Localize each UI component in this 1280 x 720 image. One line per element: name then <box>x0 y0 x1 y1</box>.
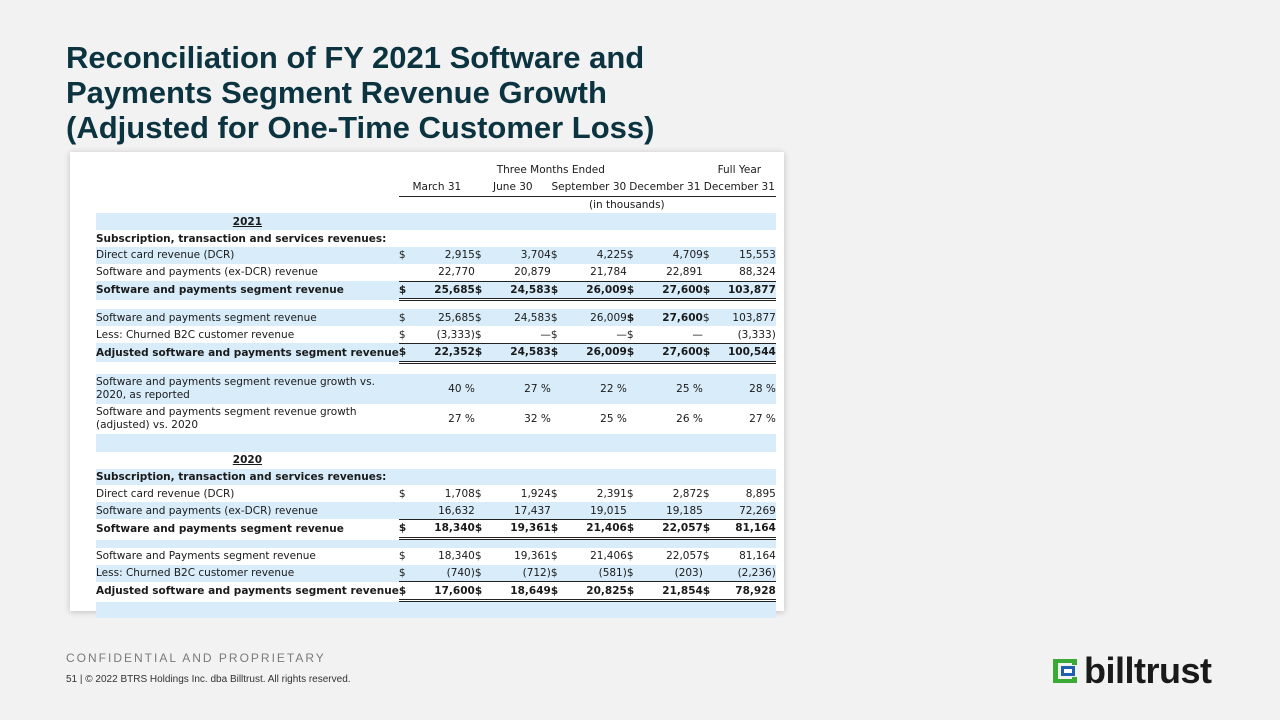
total-row: Adjusted software and payments segment r… <box>96 342 776 364</box>
subtitle-row: Subscription, transaction and services r… <box>96 468 776 486</box>
units-row: (in thousands) <box>96 196 776 213</box>
table-row: Software and payments segment revenue $2… <box>96 309 776 327</box>
col-header-september: September 30 <box>550 178 627 197</box>
billtrust-logo-icon <box>1053 659 1077 683</box>
table-row: Software and payments (ex-DCR) revenue 1… <box>96 502 776 520</box>
spacer-row <box>96 362 776 374</box>
spacer-row <box>96 300 776 310</box>
year-row-2021: 2021 <box>96 213 776 231</box>
table-row: Less: Churned B2C customer revenue $ (740… <box>96 564 776 583</box>
year-label: 2020 <box>232 454 263 467</box>
total-row: Adjusted software and payments segment r… <box>96 581 776 603</box>
growth-row-reported: Software and payments segment revenue gr… <box>96 373 776 404</box>
col-header-march: March 31 <box>398 178 475 197</box>
full-year-header: Full Year <box>717 164 762 177</box>
table-row: Software and payments (ex-DCR) revenue 2… <box>96 266 776 279</box>
col-header-june: June 30 <box>474 178 551 197</box>
header-row-2: March 31 June 30 September 30 December 3… <box>96 178 776 197</box>
reconciliation-table: Three Months Ended Full Year March 31 Ju… <box>96 162 776 619</box>
growth-row-adjusted: Software and payments segment revenue gr… <box>96 405 776 431</box>
header-row-1: Three Months Ended Full Year <box>96 162 776 179</box>
spacer-row <box>96 600 776 619</box>
confidential-label: CONFIDENTIAL AND PROPRIETARY <box>66 651 326 665</box>
year-row-2020: 2020 <box>96 452 776 469</box>
billtrust-logo: billtrust <box>1050 650 1212 692</box>
reconciliation-table-card: Three Months Ended Full Year March 31 Ju… <box>70 152 784 619</box>
table-row: Less: Churned B2C customer revenue $ (3,3… <box>96 326 776 344</box>
copyright-text: 51 | © 2022 BTRS Holdings Inc. dba Billt… <box>66 674 351 685</box>
in-thousands-note: (in thousands) <box>589 198 665 211</box>
page-title: Reconciliation of FY 2021 Software and P… <box>66 40 655 145</box>
subtitle-row: Subscription, transaction and services r… <box>96 232 387 245</box>
table-row: Direct card revenue (DCR) $2,915 $3,704 … <box>96 246 776 264</box>
billtrust-logo-text: billtrust <box>1084 650 1212 691</box>
spacer-row <box>96 433 776 452</box>
total-row: Software and payments segment revenue $1… <box>96 518 776 540</box>
three-months-header: Three Months Ended <box>496 164 605 177</box>
col-header-december: December 31 <box>626 178 703 197</box>
spacer-row <box>96 538 776 548</box>
table-row: Direct card revenue (DCR) $1,708 $1,924 … <box>96 487 776 500</box>
col-header-full-year-december: December 31 <box>702 178 776 197</box>
year-label: 2021 <box>96 213 399 231</box>
table-row: Software and Payments segment revenue $1… <box>96 550 776 563</box>
total-row: Software and payments segment revenue $2… <box>96 280 776 302</box>
